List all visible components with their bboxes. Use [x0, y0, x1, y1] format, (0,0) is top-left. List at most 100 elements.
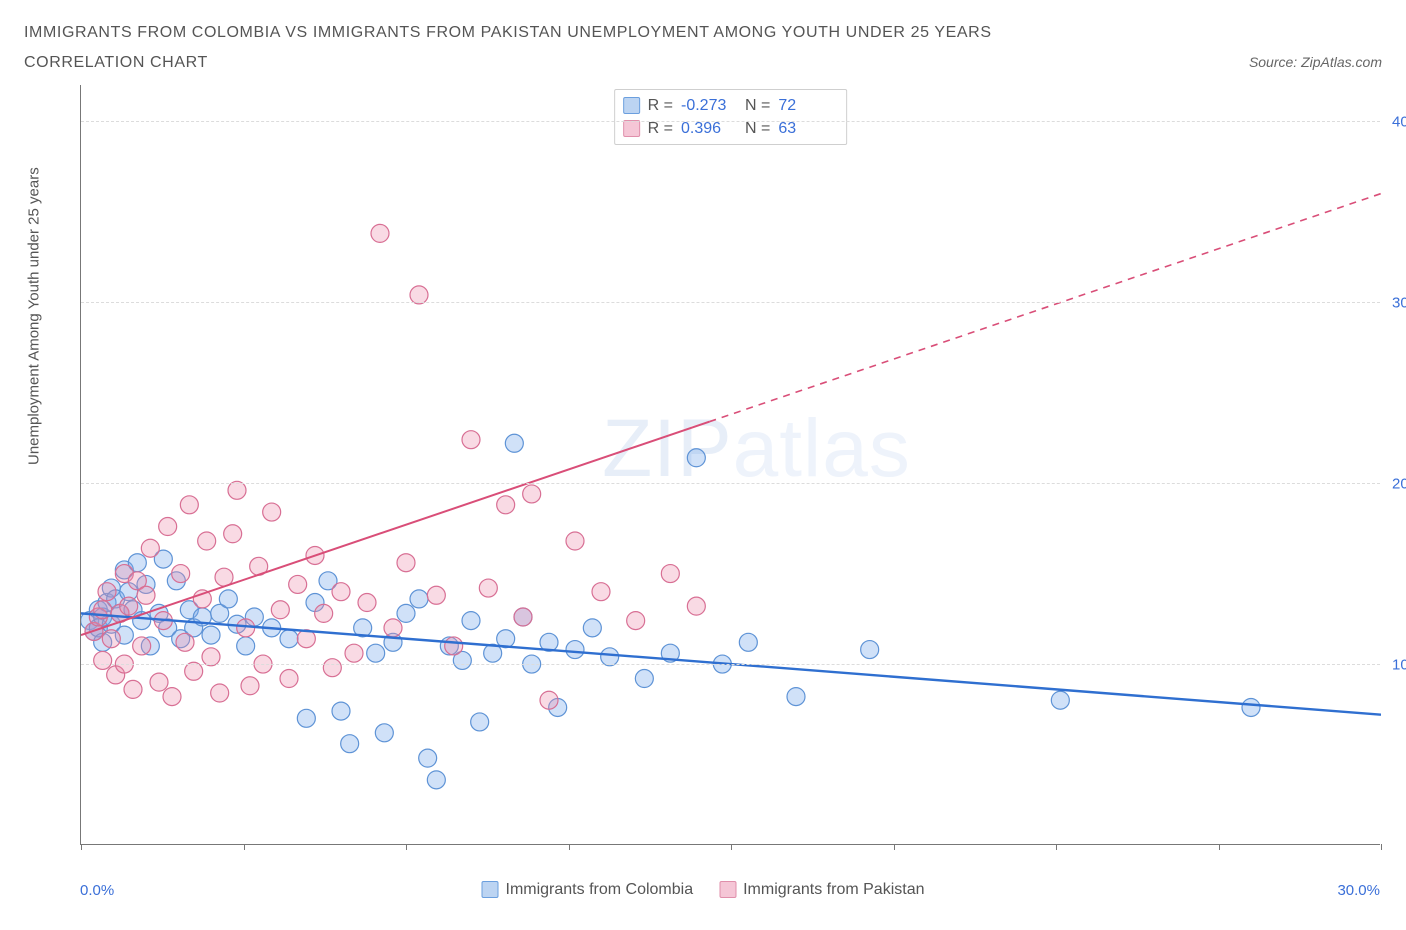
data-point-pakistan: [592, 582, 610, 600]
x-tick: [81, 844, 82, 850]
data-point-pakistan: [497, 496, 515, 514]
data-point-pakistan: [627, 611, 645, 629]
data-point-colombia: [375, 724, 393, 742]
data-point-pakistan: [124, 680, 142, 698]
data-point-pakistan: [137, 586, 155, 604]
correlation-chart: Unemployment Among Youth under 25 years …: [24, 85, 1382, 905]
data-point-colombia: [739, 633, 757, 651]
data-point-pakistan: [159, 517, 177, 535]
y-tick-label: 10.0%: [1382, 656, 1406, 673]
data-point-colombia: [202, 626, 220, 644]
data-point-colombia: [687, 449, 705, 467]
swatch-pakistan: [623, 120, 640, 137]
data-point-pakistan: [172, 564, 190, 582]
n-value-colombia: 72: [778, 94, 834, 117]
source-label: Source: ZipAtlas.com: [1249, 54, 1382, 70]
data-point-colombia: [861, 640, 879, 658]
gridline-h: 40.0%: [81, 121, 1380, 122]
data-point-pakistan: [687, 597, 705, 615]
data-point-pakistan: [566, 532, 584, 550]
n-label: N =: [745, 94, 770, 117]
data-point-pakistan: [315, 604, 333, 622]
data-point-colombia: [219, 590, 237, 608]
bottom-legend: Immigrants from Colombia Immigrants from…: [482, 881, 925, 899]
data-point-colombia: [566, 640, 584, 658]
y-tick-label: 40.0%: [1382, 113, 1406, 130]
data-point-pakistan: [271, 601, 289, 619]
data-point-pakistan: [211, 684, 229, 702]
data-point-pakistan: [224, 525, 242, 543]
data-point-colombia: [297, 709, 315, 727]
data-point-pakistan: [323, 658, 341, 676]
data-point-colombia: [787, 687, 805, 705]
data-point-pakistan: [94, 651, 112, 669]
data-point-colombia: [427, 771, 445, 789]
data-point-colombia: [397, 604, 415, 622]
y-tick-label: 20.0%: [1382, 475, 1406, 492]
legend-item-colombia: Immigrants from Colombia: [482, 881, 694, 899]
legend-stats-row-colombia: R = -0.273 N = 72: [623, 94, 835, 117]
data-point-pakistan: [358, 593, 376, 611]
legend-label-colombia: Immigrants from Colombia: [506, 881, 694, 899]
x-tick: [894, 844, 895, 850]
data-point-pakistan: [163, 687, 181, 705]
r-value-colombia: -0.273: [681, 94, 737, 117]
data-point-pakistan: [263, 503, 281, 521]
x-tick: [569, 844, 570, 850]
data-point-colombia: [462, 611, 480, 629]
scatter-svg: [81, 85, 1381, 845]
data-point-pakistan: [514, 608, 532, 626]
r-label: R =: [648, 94, 673, 117]
data-point-colombia: [237, 637, 255, 655]
legend-stats-box: R = -0.273 N = 72 R = 0.396 N = 63: [614, 89, 848, 145]
data-point-pakistan: [661, 564, 679, 582]
data-point-colombia: [635, 669, 653, 687]
data-point-pakistan: [462, 430, 480, 448]
data-point-pakistan: [332, 582, 350, 600]
swatch-colombia: [482, 881, 499, 898]
data-point-pakistan: [98, 582, 116, 600]
x-tick: [406, 844, 407, 850]
y-tick-label: 30.0%: [1382, 294, 1406, 311]
data-point-colombia: [419, 749, 437, 767]
x-tick: [1381, 844, 1382, 850]
data-point-pakistan: [102, 629, 120, 647]
data-point-pakistan: [150, 673, 168, 691]
trend-line-pakistan-extrapolated: [709, 193, 1381, 421]
data-point-pakistan: [384, 619, 402, 637]
x-axis-min-label: 0.0%: [80, 882, 114, 899]
data-point-pakistan: [120, 597, 138, 615]
x-tick: [1056, 844, 1057, 850]
data-point-pakistan: [479, 579, 497, 597]
title-block: IMMIGRANTS FROM COLOMBIA VS IMMIGRANTS F…: [24, 18, 1382, 79]
data-point-pakistan: [345, 644, 363, 662]
data-point-pakistan: [180, 496, 198, 514]
data-point-pakistan: [141, 539, 159, 557]
data-point-pakistan: [523, 485, 541, 503]
x-tick: [244, 844, 245, 850]
data-point-pakistan: [371, 224, 389, 242]
title-line-1: IMMIGRANTS FROM COLOMBIA VS IMMIGRANTS F…: [24, 18, 1382, 48]
data-point-colombia: [471, 713, 489, 731]
data-point-pakistan: [198, 532, 216, 550]
data-point-pakistan: [445, 637, 463, 655]
data-point-colombia: [280, 629, 298, 647]
data-point-pakistan: [427, 586, 445, 604]
y-axis-title: Unemployment Among Youth under 25 years: [26, 167, 43, 465]
x-tick: [731, 844, 732, 850]
data-point-pakistan: [133, 637, 151, 655]
data-point-pakistan: [540, 691, 558, 709]
gridline-h: 10.0%: [81, 664, 1380, 665]
legend-label-pakistan: Immigrants from Pakistan: [743, 881, 924, 899]
swatch-colombia: [623, 97, 640, 114]
data-point-pakistan: [289, 575, 307, 593]
swatch-pakistan: [719, 881, 736, 898]
x-tick: [1219, 844, 1220, 850]
data-point-colombia: [1051, 691, 1069, 709]
data-point-colombia: [341, 734, 359, 752]
data-point-pakistan: [280, 669, 298, 687]
gridline-h: 20.0%: [81, 483, 1380, 484]
data-point-pakistan: [241, 677, 259, 695]
data-point-pakistan: [397, 553, 415, 571]
legend-item-pakistan: Immigrants from Pakistan: [719, 881, 924, 899]
